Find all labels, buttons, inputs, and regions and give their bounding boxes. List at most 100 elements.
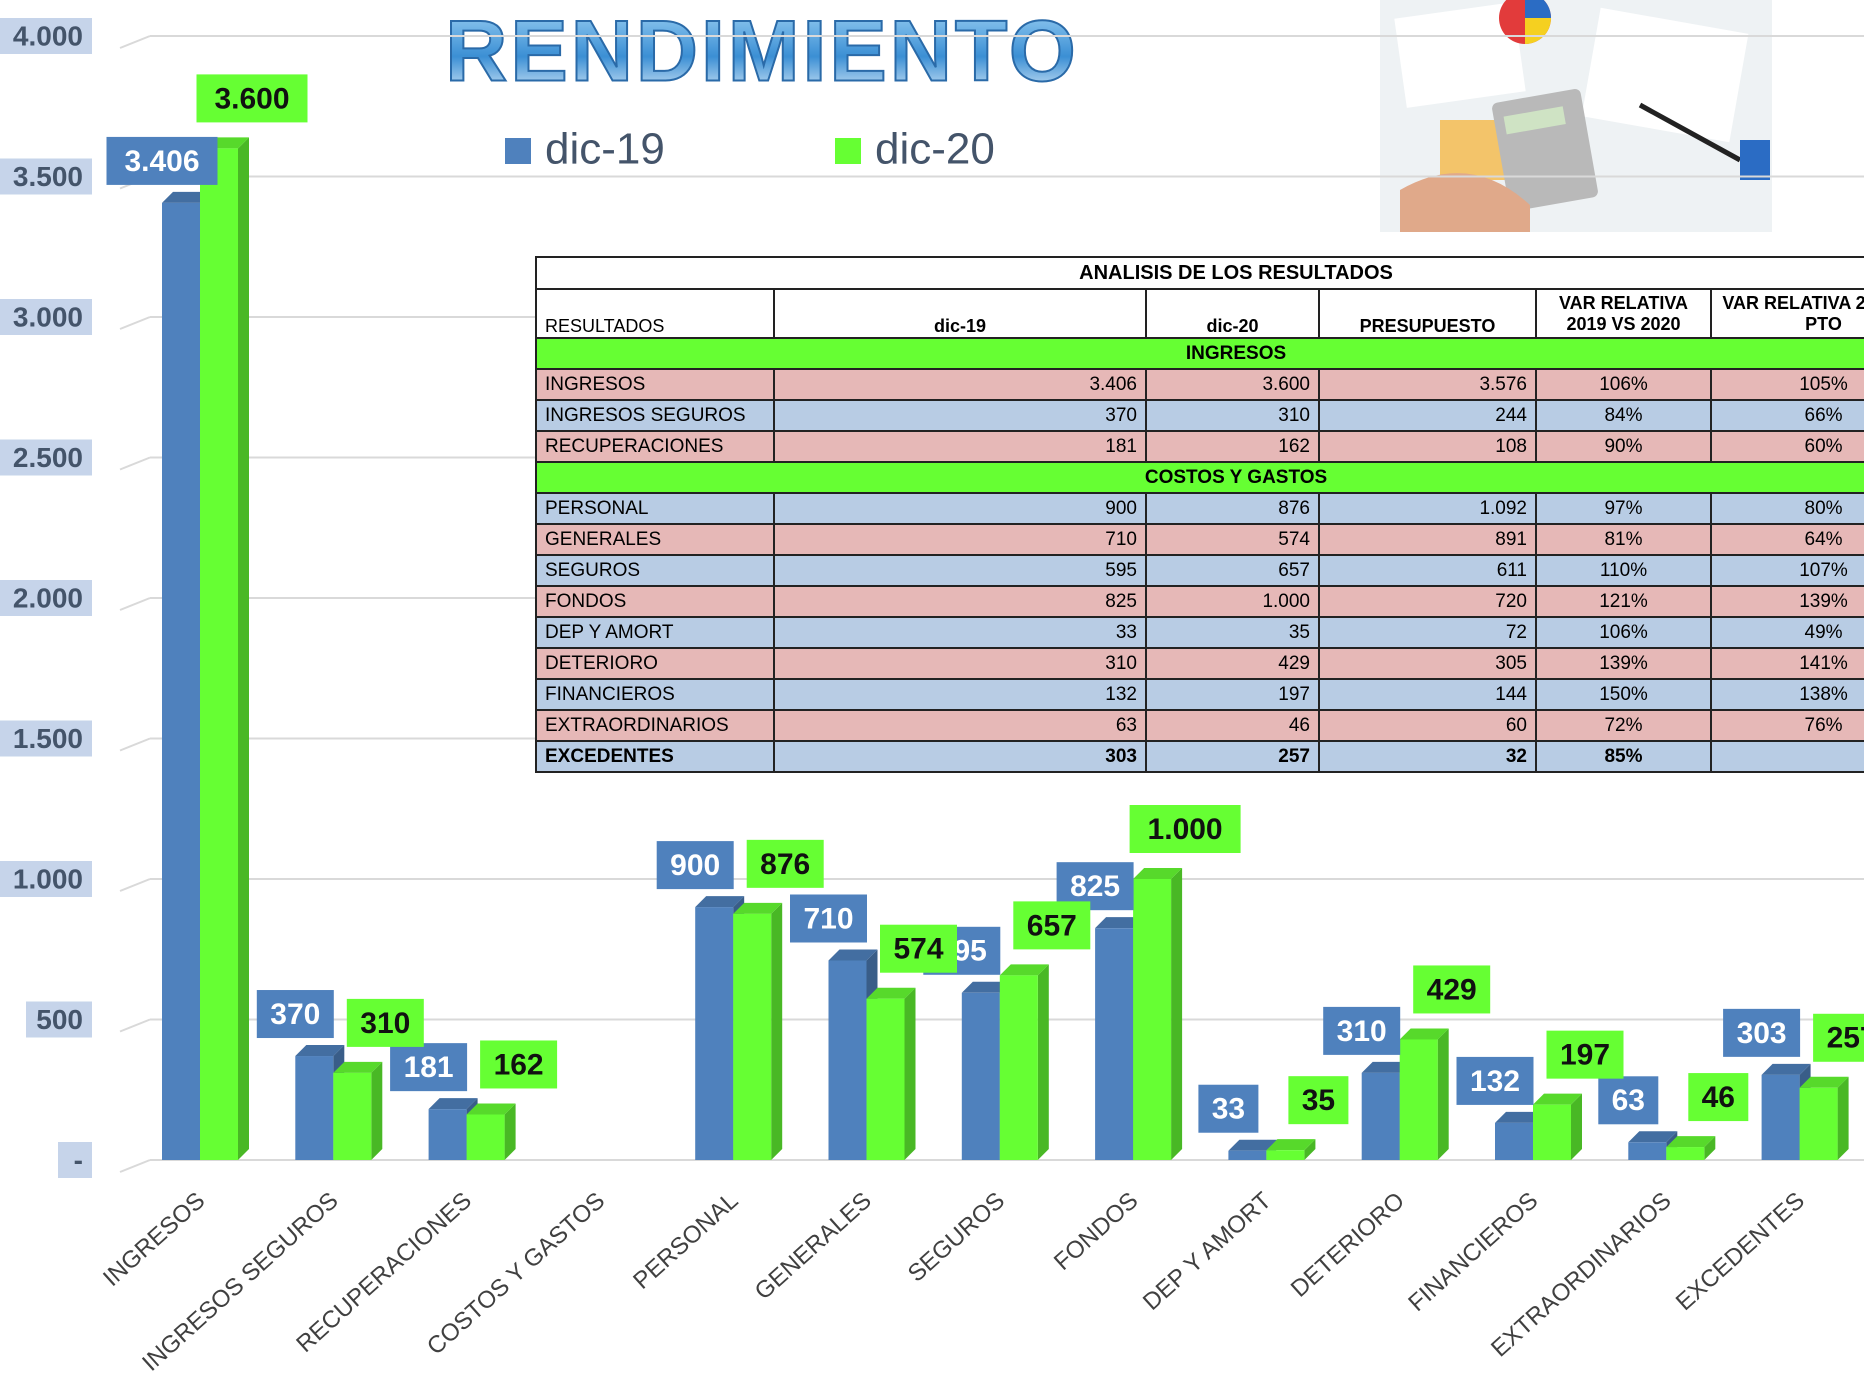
table-cell: FINANCIEROS — [535, 678, 775, 711]
table-cell: 35 — [1145, 616, 1320, 649]
table-cell: 141% — [1709, 647, 1864, 680]
bar-top — [295, 1045, 345, 1057]
table-cell: GENERALES — [535, 523, 775, 556]
value-label-box — [1456, 1056, 1534, 1105]
y-tick-label: 500 — [36, 1004, 83, 1035]
chart-title: RENDIMIENTO — [445, 4, 1078, 100]
bar-side — [504, 1103, 516, 1160]
table-cell: 139% — [1535, 647, 1712, 680]
table-row: FINANCIEROS 132 197 144 150% 138% — [535, 678, 1864, 711]
bar-side — [1437, 1028, 1449, 1160]
bar-top — [1228, 1139, 1278, 1151]
table-cell: PERSONAL — [535, 492, 775, 525]
value-label-box — [1598, 1076, 1659, 1125]
bar — [1133, 879, 1172, 1160]
bar — [1628, 1142, 1667, 1160]
grid-line — [119, 316, 151, 330]
value-label: 574 — [893, 933, 943, 966]
legend-label: dic-19 — [545, 125, 665, 174]
grid-line — [119, 1018, 151, 1033]
grid-line — [119, 737, 151, 752]
table-cell: 197 — [1145, 678, 1320, 711]
table-cell: DEP Y AMORT — [535, 616, 775, 649]
value-label-box — [1688, 1073, 1749, 1122]
bar — [1799, 1087, 1838, 1160]
table-row: SEGUROS 595 657 611 110% 107% — [535, 554, 1864, 587]
y-tick-label: 3.000 — [13, 301, 83, 332]
bar-top — [428, 1098, 478, 1110]
grid-line — [119, 1159, 151, 1173]
value-label: 900 — [670, 849, 720, 882]
value-label: 657 — [1027, 909, 1077, 942]
x-tick-label: PERSONAL — [628, 1187, 743, 1295]
table-cell: EXCEDENTES — [535, 740, 775, 773]
table-cell: 181 — [773, 430, 1147, 463]
table-cell: 80% — [1709, 492, 1864, 525]
value-label-box — [880, 924, 957, 973]
value-label: 3.406 — [124, 145, 199, 178]
bar-top — [828, 949, 878, 961]
x-tick-label: FINANCIEROS — [1403, 1187, 1543, 1317]
table-cell: 429 — [1145, 647, 1320, 680]
table-cell: 139% — [1709, 585, 1864, 618]
table-cell: 900 — [773, 492, 1147, 525]
bar-side — [1571, 1093, 1582, 1160]
bar — [1228, 1150, 1267, 1160]
y-tick-box — [0, 18, 92, 54]
grid-line — [119, 35, 151, 49]
value-label: 710 — [803, 902, 853, 935]
y-tick-label: 1.500 — [13, 723, 83, 754]
section-row: COSTOS Y GASTOS — [535, 461, 1864, 494]
bar — [733, 913, 772, 1160]
table-cell: 60 — [1318, 709, 1537, 742]
bar-top — [1361, 1061, 1411, 1073]
bar-top — [866, 987, 916, 999]
table: ANALISIS DE LOS RESULTADOS RESULTADOS dic… — [535, 256, 1864, 773]
value-label: 310 — [1337, 1015, 1387, 1048]
bar-top — [733, 902, 783, 914]
y-tick-box — [26, 1001, 92, 1038]
table-cell: 825 — [773, 585, 1147, 618]
value-label: 370 — [270, 998, 320, 1031]
table-cell: 257 — [1145, 740, 1320, 773]
table-cell: 162 — [1145, 430, 1320, 463]
value-label: 162 — [494, 1048, 544, 1081]
bar-top — [1533, 1093, 1582, 1105]
bar-side — [771, 902, 783, 1160]
value-label: 181 — [404, 1051, 454, 1084]
grid-line — [119, 456, 151, 471]
column-header: dic-20 — [1145, 288, 1320, 339]
table-cell: DETERIORO — [535, 647, 775, 680]
bar — [866, 998, 905, 1160]
bar-side — [904, 987, 916, 1160]
table-cell: 72 — [1318, 616, 1537, 649]
table-row: DEP Y AMORT 33 35 72 106% 49% — [535, 616, 1864, 649]
value-label-box — [106, 136, 218, 185]
table-row: INGRESOS 3.406 3.600 3.576 106% 105% — [535, 368, 1864, 401]
value-label: 1.000 — [1148, 813, 1223, 846]
value-label: 197 — [1560, 1039, 1610, 1072]
bar-side — [371, 1061, 383, 1160]
table-cell: 63 — [773, 709, 1147, 742]
legend-swatch — [835, 138, 861, 164]
column-header: RESULTADOS — [535, 288, 775, 339]
value-label-box — [1813, 1013, 1864, 1062]
table-row: FONDOS 825 1.000 720 121% 139% — [535, 585, 1864, 618]
table-cell: 891 — [1318, 523, 1537, 556]
bar — [466, 1114, 505, 1160]
bar-side — [238, 137, 249, 1160]
section-row: INGRESOS — [535, 337, 1864, 370]
bar-top — [1266, 1139, 1316, 1151]
table-cell: 32 — [1318, 740, 1537, 773]
table-cell: 1.092 — [1318, 492, 1537, 525]
bar-side — [1171, 868, 1183, 1160]
table-cell: 150% — [1535, 678, 1712, 711]
table-cell: 46 — [1145, 709, 1320, 742]
x-tick-label: GENERALES — [750, 1187, 877, 1305]
x-tick-label: DEP Y AMORT — [1138, 1187, 1277, 1316]
column-header: VAR RELATIVA 2019 VS 2020 — [1535, 288, 1712, 339]
table-cell: 310 — [773, 647, 1147, 680]
bar — [428, 1109, 467, 1160]
table-cell: 657 — [1145, 554, 1320, 587]
